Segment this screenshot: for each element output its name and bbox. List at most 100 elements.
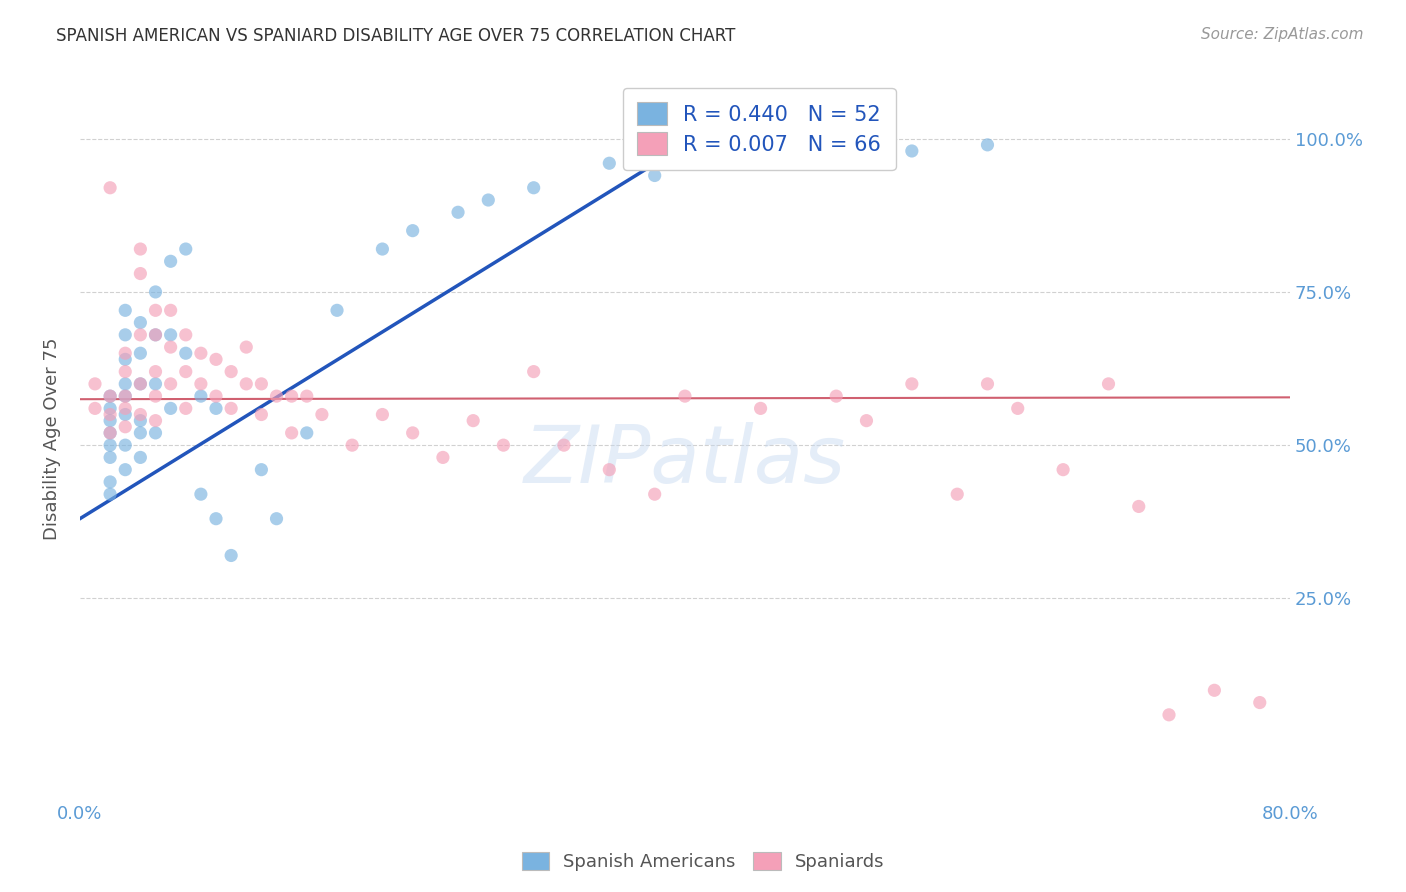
Point xyxy=(129,408,152,422)
Point xyxy=(280,389,302,403)
Text: SPANISH AMERICAN VS SPANIARD DISABILITY AGE OVER 75 CORRELATION CHART: SPANISH AMERICAN VS SPANIARD DISABILITY … xyxy=(56,27,735,45)
Point xyxy=(129,414,152,428)
Point xyxy=(901,144,924,158)
Point xyxy=(326,303,349,318)
Point xyxy=(114,408,136,422)
Point xyxy=(1249,696,1271,710)
Y-axis label: Disability Age Over 75: Disability Age Over 75 xyxy=(44,338,60,541)
Point xyxy=(401,425,423,440)
Point xyxy=(523,365,546,379)
Point xyxy=(644,487,666,501)
Point xyxy=(673,389,696,403)
Text: Source: ZipAtlas.com: Source: ZipAtlas.com xyxy=(1201,27,1364,42)
Point xyxy=(311,408,333,422)
Point xyxy=(114,352,136,367)
Point xyxy=(946,487,969,501)
Point xyxy=(114,365,136,379)
Point xyxy=(1157,707,1180,722)
Point xyxy=(190,389,212,403)
Point xyxy=(159,254,181,268)
Point xyxy=(98,389,121,403)
Point xyxy=(371,242,394,256)
Point xyxy=(129,425,152,440)
Point xyxy=(159,401,181,416)
Point xyxy=(825,389,848,403)
Point xyxy=(145,285,167,299)
Point xyxy=(190,487,212,501)
Point xyxy=(114,376,136,391)
Point xyxy=(129,267,152,281)
Point xyxy=(205,401,228,416)
Point xyxy=(447,205,470,219)
Point xyxy=(145,327,167,342)
Point xyxy=(477,193,499,207)
Point xyxy=(84,376,107,391)
Point xyxy=(114,389,136,403)
Point xyxy=(749,401,772,416)
Point xyxy=(174,401,197,416)
Point xyxy=(129,376,152,391)
Point xyxy=(598,463,620,477)
Point xyxy=(205,389,228,403)
Point xyxy=(219,365,242,379)
Point xyxy=(145,389,167,403)
Legend: Spanish Americans, Spaniards: Spanish Americans, Spaniards xyxy=(515,845,891,879)
Point xyxy=(98,450,121,465)
Point xyxy=(174,242,197,256)
Point xyxy=(159,327,181,342)
Point xyxy=(114,463,136,477)
Point xyxy=(749,137,772,152)
Point xyxy=(340,438,363,452)
Point xyxy=(114,327,136,342)
Point xyxy=(205,512,228,526)
Point xyxy=(145,414,167,428)
Point xyxy=(145,327,167,342)
Text: ZIPatlas: ZIPatlas xyxy=(524,422,846,500)
Point xyxy=(174,346,197,360)
Point xyxy=(145,303,167,318)
Point xyxy=(145,376,167,391)
Point xyxy=(295,425,318,440)
Point xyxy=(644,169,666,183)
Point xyxy=(174,365,197,379)
Point xyxy=(98,180,121,194)
Point xyxy=(129,316,152,330)
Point xyxy=(432,450,454,465)
Point xyxy=(190,376,212,391)
Point xyxy=(901,376,924,391)
Point xyxy=(114,438,136,452)
Point xyxy=(1007,401,1029,416)
Point xyxy=(250,408,273,422)
Point xyxy=(114,389,136,403)
Point xyxy=(159,303,181,318)
Point xyxy=(159,340,181,354)
Point xyxy=(114,401,136,416)
Point xyxy=(190,346,212,360)
Point xyxy=(855,414,877,428)
Point xyxy=(295,389,318,403)
Point xyxy=(1204,683,1226,698)
Point xyxy=(280,425,302,440)
Point xyxy=(371,408,394,422)
Point xyxy=(129,450,152,465)
Point xyxy=(219,401,242,416)
Point xyxy=(129,327,152,342)
Point xyxy=(98,389,121,403)
Point xyxy=(98,401,121,416)
Point xyxy=(1052,463,1074,477)
Point xyxy=(523,180,546,194)
Point xyxy=(98,425,121,440)
Point xyxy=(98,487,121,501)
Point xyxy=(219,549,242,563)
Point xyxy=(98,475,121,489)
Point xyxy=(463,414,485,428)
Point xyxy=(250,463,273,477)
Point xyxy=(114,419,136,434)
Point xyxy=(976,376,998,391)
Point xyxy=(98,425,121,440)
Point xyxy=(205,352,228,367)
Point xyxy=(145,425,167,440)
Point xyxy=(266,389,288,403)
Point xyxy=(114,346,136,360)
Point xyxy=(704,144,727,158)
